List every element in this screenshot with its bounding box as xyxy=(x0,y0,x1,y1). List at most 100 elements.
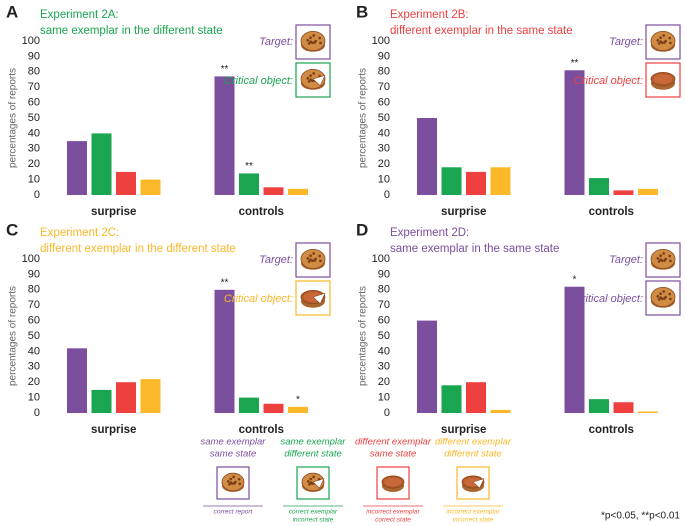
pie-dot xyxy=(318,36,321,40)
bar xyxy=(466,382,486,413)
pie-dot xyxy=(229,477,233,481)
panel-letter: B xyxy=(356,2,368,21)
pie-dot xyxy=(309,477,313,481)
y-tick-label: 100 xyxy=(22,35,40,47)
legend-label: same state xyxy=(370,449,416,460)
y-tick-label: 50 xyxy=(28,330,40,342)
pie-dot xyxy=(312,252,315,255)
pie-dot xyxy=(312,475,315,479)
pie-dot xyxy=(238,482,242,486)
pie-icon xyxy=(381,475,405,492)
significance-marker: ** xyxy=(221,277,229,288)
y-tick-label: 60 xyxy=(378,315,390,327)
panel: B Experiment 2B: different exemplar in the… xyxy=(356,2,681,218)
significance-marker: * xyxy=(296,394,300,405)
pie-dot xyxy=(307,260,311,263)
pie-dot xyxy=(669,41,672,45)
pie-dot xyxy=(307,80,311,83)
legend-label: different state xyxy=(284,449,342,460)
legend-caption: incorrect state xyxy=(293,517,334,524)
x-tick-label: controls xyxy=(239,424,284,436)
panel-subtitle: different exemplar in the same state xyxy=(390,25,573,37)
y-tick-label: 70 xyxy=(378,81,390,93)
bar xyxy=(67,348,87,413)
bar xyxy=(67,141,87,195)
panel-title: Experiment 2B: xyxy=(390,9,469,21)
y-tick-label: 0 xyxy=(34,189,40,201)
bar xyxy=(140,379,161,413)
y-tick-label: 100 xyxy=(372,253,390,265)
panel: D Experiment 2D: same exemplar in the same… xyxy=(356,220,681,436)
pie-dot xyxy=(319,259,322,263)
pie-dot xyxy=(313,259,316,262)
pie-dot xyxy=(318,254,321,258)
bar xyxy=(613,190,634,195)
bar xyxy=(466,171,486,195)
y-tick-label: 40 xyxy=(28,127,40,139)
y-axis-title: percentages of reports xyxy=(358,286,369,386)
significance-marker: ** xyxy=(221,64,229,75)
panel-letter: C xyxy=(6,220,18,239)
y-tick-label: 90 xyxy=(378,268,390,280)
footnote: *p<0.05, **p<0.01 xyxy=(601,511,680,522)
bar xyxy=(589,399,609,413)
pie-filling xyxy=(653,74,673,84)
pie-top xyxy=(650,287,676,308)
pie-dot xyxy=(663,41,666,44)
panel-title: Experiment 2C: xyxy=(40,227,119,239)
significance-marker: ** xyxy=(571,58,579,69)
bar xyxy=(214,76,235,195)
pie-dot xyxy=(229,481,233,484)
pie-dot xyxy=(309,78,312,82)
pie-icon xyxy=(300,248,326,270)
pie-icon xyxy=(650,248,676,270)
pie-dot xyxy=(307,42,311,45)
y-tick-label: 0 xyxy=(384,189,390,201)
pie-dot xyxy=(232,475,235,479)
legend-caption: incorrect state xyxy=(453,517,494,524)
pie-dot xyxy=(659,292,662,296)
y-tick-label: 80 xyxy=(28,284,40,296)
panel: C Experiment 2C: different exemplar in the… xyxy=(6,220,331,436)
bar xyxy=(263,403,284,413)
y-tick-label: 90 xyxy=(28,50,40,62)
legend-caption: correct exemplar xyxy=(289,509,338,516)
pie-dot xyxy=(656,295,660,298)
pie-icon xyxy=(301,472,325,492)
pie-dot xyxy=(669,297,672,301)
pie-cut xyxy=(312,292,326,305)
significance-marker: * xyxy=(573,274,577,285)
y-tick-label: 100 xyxy=(22,253,40,265)
legend-label: same state xyxy=(210,449,256,460)
target-label: Target: xyxy=(609,254,643,266)
x-tick-label: controls xyxy=(589,424,634,436)
bar xyxy=(288,188,308,195)
panel-title: Experiment 2D: xyxy=(390,227,469,239)
pie-dot xyxy=(309,481,313,484)
pie-dot xyxy=(312,34,315,37)
pie-cut xyxy=(312,74,326,87)
panel: A Experiment 2A: same exemplar in the diff… xyxy=(6,2,331,218)
x-tick-label: surprise xyxy=(441,424,486,436)
bar xyxy=(91,133,112,195)
y-tick-label: 80 xyxy=(378,66,390,78)
x-tick-label: surprise xyxy=(91,206,136,218)
y-tick-label: 10 xyxy=(28,392,40,404)
y-tick-label: 90 xyxy=(378,50,390,62)
bar xyxy=(441,385,462,413)
pie-dot xyxy=(309,258,312,262)
bar xyxy=(263,187,284,195)
x-tick-label: surprise xyxy=(91,424,136,436)
pie-icon xyxy=(461,475,485,492)
y-tick-label: 60 xyxy=(28,315,40,327)
pie-top xyxy=(650,30,676,52)
pie-dot xyxy=(657,260,661,263)
pie-top xyxy=(300,248,326,270)
bar xyxy=(239,397,259,413)
y-tick-label: 100 xyxy=(372,35,390,47)
y-tick-label: 10 xyxy=(28,174,40,186)
